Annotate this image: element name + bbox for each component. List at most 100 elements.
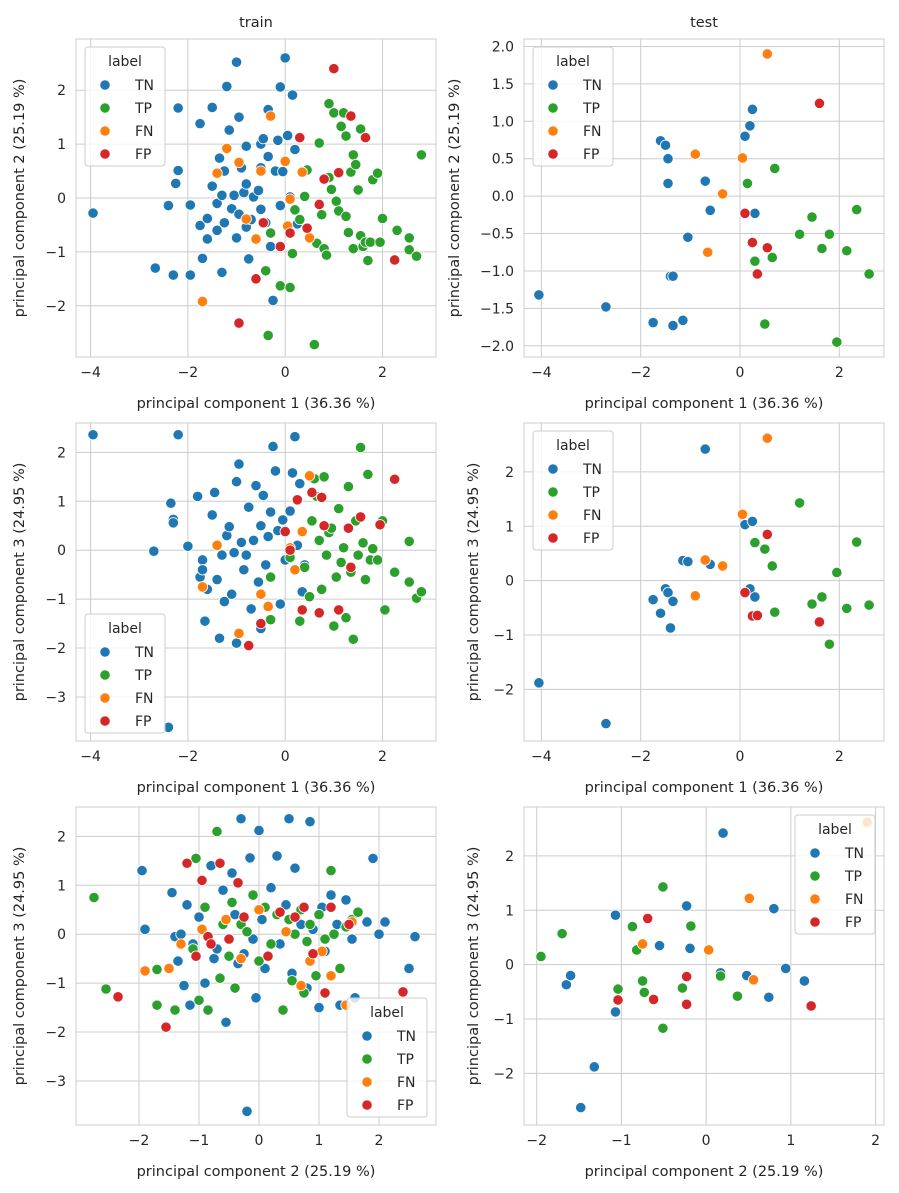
grid (76, 807, 436, 1125)
point-tp (247, 889, 259, 901)
point-fn (303, 470, 316, 482)
y-tick-label: −2 (493, 682, 514, 698)
point-tp (766, 560, 778, 572)
point-tp (410, 250, 423, 262)
point-fp (307, 948, 319, 960)
legend-marker-tp (547, 102, 559, 114)
point-fp (313, 607, 325, 619)
point-tn (221, 80, 233, 93)
point-fp (345, 561, 357, 573)
point-fp (397, 986, 409, 998)
point-fp (112, 991, 124, 1003)
point-tn (257, 489, 269, 502)
legend-label-fn: FN (135, 124, 154, 140)
point-tn (262, 530, 274, 543)
y-tick-label: −2 (45, 299, 66, 315)
point-tn (211, 224, 223, 236)
point-tp (294, 615, 306, 627)
point-fn (196, 295, 209, 308)
point-tp (638, 986, 650, 998)
point-tp (657, 881, 669, 893)
point-tn (166, 887, 178, 899)
point-tn (238, 564, 250, 576)
x-tick-label: −2 (526, 1133, 547, 1149)
legend-label-tp: TP (844, 869, 862, 885)
x-axis-label: principal component 2 (25.19 %) (137, 1164, 376, 1180)
point-tp (313, 534, 325, 547)
point-tn (667, 319, 679, 332)
point-fn (163, 962, 175, 975)
point-tp (169, 1004, 181, 1016)
point-tn (199, 615, 211, 627)
point-fn (264, 110, 277, 122)
point-fp (319, 987, 331, 999)
point-tp (334, 962, 346, 975)
point-tp (863, 599, 875, 611)
point-fn (255, 165, 267, 177)
plot-frame (75, 38, 437, 358)
legend-marker-fp (99, 715, 111, 727)
point-tp (241, 926, 253, 938)
point-tp (749, 255, 761, 267)
plot-frame (523, 38, 885, 358)
point-tp (657, 1022, 669, 1034)
point-fp (325, 901, 337, 913)
point-fp (262, 950, 274, 962)
point-fp (306, 486, 318, 499)
point-tp (769, 162, 781, 175)
point-tp (226, 896, 238, 909)
legend-label-tp: TP (582, 485, 600, 501)
point-tp (328, 620, 340, 632)
point-tp (335, 120, 347, 132)
point-fn (280, 926, 292, 938)
point-tn (746, 515, 759, 527)
point-fn (736, 152, 749, 164)
point-tn (216, 266, 228, 278)
x-axis-label: principal component 1 (36.36 %) (137, 780, 376, 796)
point-fn (296, 166, 308, 178)
point-tp (294, 213, 306, 226)
panel-train-pc1-pc2: −4 −2 0 2 −2 −1 0 1 2 train principal component … (12, 15, 437, 412)
point-tn (208, 953, 220, 965)
point-fp (342, 522, 355, 534)
point-tp (359, 573, 372, 586)
point-tn (181, 899, 193, 911)
x-tick-label: 2 (378, 365, 387, 381)
y-tick-label: 1.5 (492, 77, 514, 93)
point-tp (274, 280, 286, 292)
point-tp (214, 972, 226, 984)
x-tick-label: −2 (178, 749, 199, 765)
legend-title: label (108, 621, 142, 637)
point-tn (289, 143, 301, 156)
panel-title: test (690, 15, 718, 31)
point-tn (659, 139, 672, 151)
point-tn (184, 999, 196, 1011)
point-fn (303, 232, 316, 244)
tick-labels: −2 −1 0 1 2 −2 −1 0 1 2 (493, 849, 880, 1149)
point-tp (320, 249, 333, 261)
point-tp (816, 591, 828, 603)
y-tick-label: 0 (57, 927, 66, 943)
y-tick-label: −2.0 (480, 339, 514, 355)
point-fn (761, 432, 773, 444)
point-fp (289, 911, 301, 923)
point-tn (184, 269, 196, 281)
point-fp (328, 63, 340, 75)
point-fp (739, 207, 751, 219)
point-fp (359, 132, 372, 144)
point-tn (255, 520, 267, 532)
point-tn (182, 540, 194, 552)
point-tn (560, 979, 572, 991)
point-tn (294, 478, 306, 490)
y-tick-label: 0.0 (492, 189, 514, 205)
point-tn (230, 476, 243, 488)
point-tn (409, 931, 421, 943)
point-fp (284, 544, 296, 556)
point-tp (313, 909, 325, 921)
point-tn (165, 497, 177, 509)
point-tn (245, 603, 257, 615)
point-tn (280, 899, 292, 911)
legend-label-fp: FP (135, 714, 152, 730)
point-fp (190, 950, 202, 962)
point-tp (415, 149, 428, 161)
